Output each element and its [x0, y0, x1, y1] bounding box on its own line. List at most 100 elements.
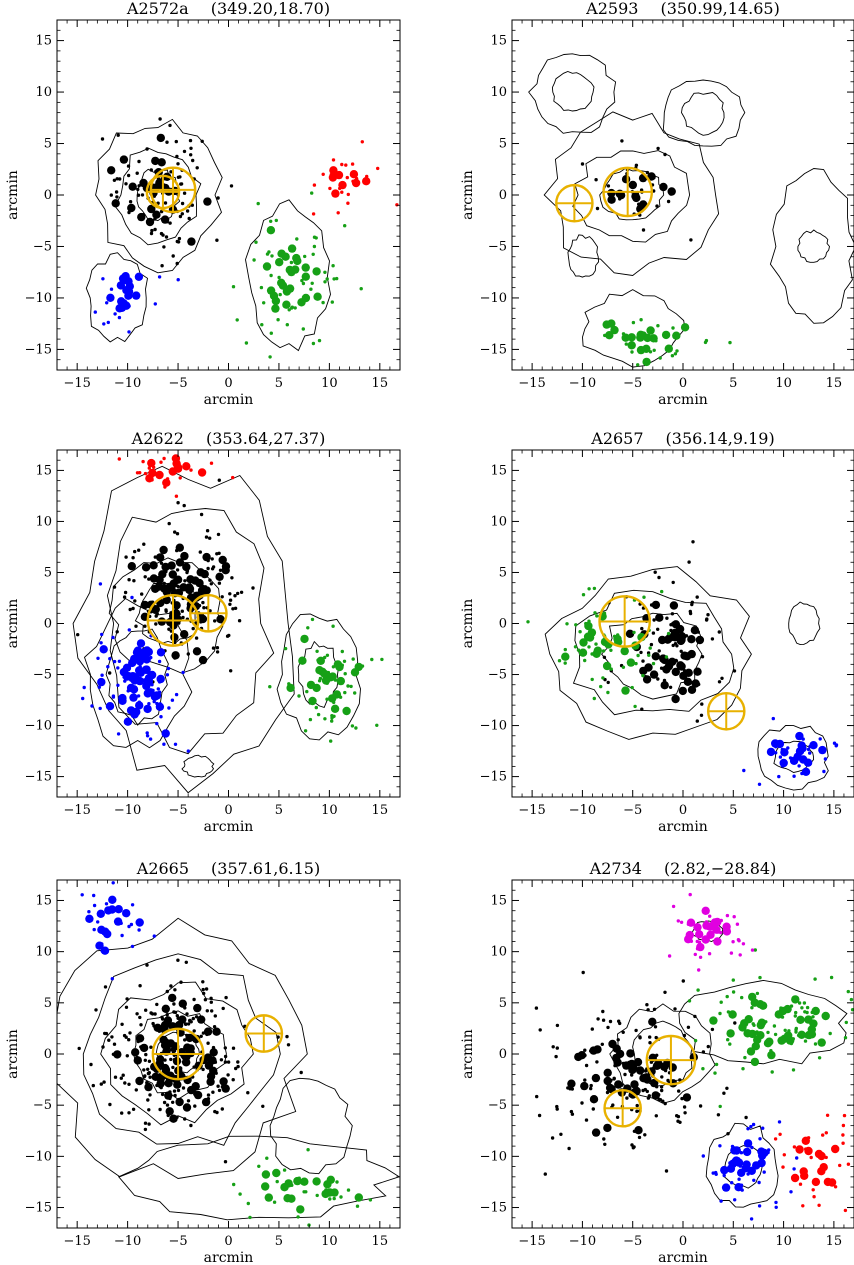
- contour-line: [582, 289, 686, 368]
- data-point-small: [123, 590, 128, 595]
- data-point-large: [738, 1023, 747, 1032]
- data-point-small: [580, 1101, 584, 1105]
- x-axis-label: arcmin: [658, 819, 708, 835]
- data-point-small: [632, 630, 636, 635]
- y-axis-label: arcmin: [5, 1029, 21, 1079]
- data-point-small: [663, 152, 667, 157]
- data-point-large: [626, 1049, 635, 1058]
- data-point-small: [175, 532, 180, 536]
- data-point-large: [192, 593, 201, 602]
- data-point-small: [637, 1135, 642, 1140]
- data-point-small: [654, 1114, 658, 1118]
- contour-line: [662, 79, 746, 147]
- data-point-small: [254, 240, 258, 244]
- data-point-large: [701, 906, 710, 915]
- data-point-small: [130, 944, 135, 949]
- data-point-small: [176, 501, 180, 505]
- data-point-large: [116, 281, 126, 290]
- data-point-small: [653, 570, 657, 574]
- data-point-large: [193, 1090, 203, 1100]
- data-point-small: [116, 666, 120, 670]
- data-point-small: [193, 1104, 197, 1108]
- data-point-small: [236, 1060, 240, 1064]
- data-point-large: [713, 917, 722, 927]
- x-tick-label: 15: [826, 1234, 843, 1249]
- data-point-small: [325, 277, 329, 281]
- x-axis-label: arcmin: [658, 1250, 708, 1265]
- data-point-small: [186, 1099, 191, 1103]
- data-point-small: [261, 1104, 265, 1109]
- data-point-large: [621, 333, 630, 342]
- data-point-small: [647, 653, 651, 657]
- y-tick-label: 15: [35, 34, 52, 49]
- data-point-large: [628, 1065, 637, 1075]
- data-point-small: [89, 1062, 93, 1067]
- data-point-small: [555, 1107, 559, 1111]
- data-point-small: [168, 221, 172, 225]
- data-point-small: [120, 1111, 124, 1115]
- data-point-small: [174, 692, 179, 697]
- data-point-small: [732, 669, 737, 673]
- data-point-small: [581, 970, 585, 975]
- data-point-small: [638, 1036, 642, 1040]
- data-point-small: [282, 1168, 287, 1172]
- y-tick-label: 15: [35, 463, 52, 478]
- data-point-small: [145, 731, 149, 735]
- x-tick-label: −5: [623, 803, 642, 818]
- data-point-small: [706, 613, 710, 617]
- x-tick-label: 15: [372, 803, 389, 818]
- data-point-small: [201, 600, 205, 605]
- data-point-large: [627, 333, 636, 342]
- data-point-small: [277, 275, 281, 280]
- data-point-large: [613, 1058, 622, 1067]
- data-point-small: [676, 919, 680, 923]
- data-point-large: [817, 1151, 826, 1161]
- data-point-large: [132, 291, 141, 300]
- data-point-large: [159, 1035, 168, 1045]
- data-point-large: [155, 470, 164, 480]
- data-point-large: [123, 717, 133, 726]
- data-point-small: [656, 146, 660, 151]
- data-point-large: [191, 1034, 201, 1044]
- data-point-small: [599, 684, 603, 689]
- data-point-small: [777, 774, 781, 779]
- data-point-small: [108, 671, 112, 675]
- data-point-large: [774, 1010, 783, 1019]
- x-tick-label: −15: [63, 803, 90, 818]
- data-point-small: [794, 1028, 798, 1032]
- data-point-large: [221, 1084, 230, 1093]
- data-point-small: [658, 356, 662, 360]
- data-point-small: [229, 669, 233, 673]
- data-point-large: [728, 1159, 737, 1169]
- contour-line: [769, 168, 854, 324]
- data-point-large: [734, 1158, 744, 1167]
- data-point-large: [336, 676, 345, 686]
- data-point-small: [151, 1021, 155, 1026]
- data-point-large: [642, 357, 651, 367]
- contour-line: [572, 150, 691, 243]
- data-point-large: [795, 1145, 804, 1154]
- chart-panel: −15 −10 −5 0 5 10 15 −15 −10 −5 0 5 10 15 arcmin arcmin…: [5, 429, 401, 835]
- data-point-small: [158, 1107, 162, 1112]
- data-point-small: [641, 228, 646, 232]
- data-point-small: [119, 1076, 124, 1080]
- data-point-small: [325, 697, 329, 701]
- data-point-large: [680, 323, 690, 332]
- data-point-small: [683, 1111, 687, 1115]
- data-point-small: [601, 1009, 605, 1014]
- data-point-large: [695, 635, 705, 645]
- data-point-large: [180, 630, 189, 639]
- data-point-small: [596, 1017, 600, 1021]
- data-point-small: [330, 716, 334, 720]
- data-point-large: [801, 767, 811, 776]
- data-point-small: [647, 1094, 651, 1098]
- y-tick-label: −15: [25, 1201, 52, 1216]
- data-point-small: [185, 1012, 189, 1016]
- data-point-large: [187, 1085, 196, 1095]
- data-point-small: [136, 187, 140, 192]
- data-point-small: [720, 676, 724, 680]
- data-point-small: [174, 139, 178, 144]
- data-point-small: [204, 987, 209, 991]
- data-point-small: [681, 979, 685, 983]
- data-point-small: [343, 224, 347, 228]
